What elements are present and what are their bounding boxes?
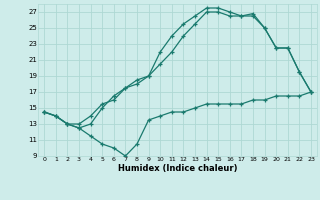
X-axis label: Humidex (Indice chaleur): Humidex (Indice chaleur)	[118, 164, 237, 173]
